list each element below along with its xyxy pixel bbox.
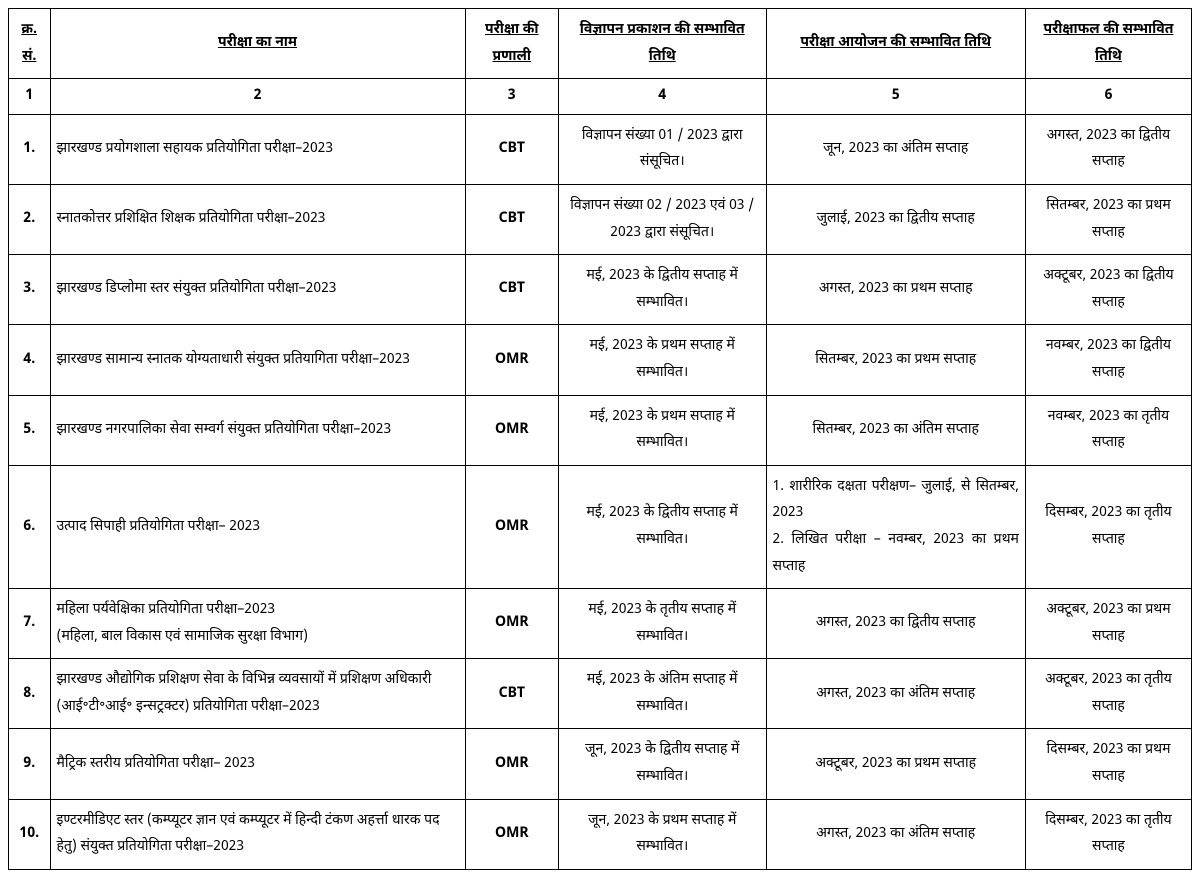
header-res: परीक्षाफल की सम्भावित तिथि (1025, 9, 1191, 79)
cell-sn: 9. (9, 729, 51, 799)
header-name: परीक्षा का नाम (50, 9, 465, 79)
cell-sn: 1. (9, 114, 51, 184)
cell-advertisement-date: जून, 2023 के प्रथम सप्ताह में सम्भावित। (558, 799, 766, 869)
cell-exam-date: सितम्बर, 2023 का अंतिम सप्ताह (766, 395, 1025, 465)
cell-exam-name: उत्पाद सिपाही प्रतियोगिता परीक्षा– 2023 (50, 465, 465, 588)
cell-exam-name: झारखण्ड प्रयोगशाला सहायक प्रतियोगिता परी… (50, 114, 465, 184)
cell-advertisement-date: जून, 2023 के द्वितीय सप्ताह में सम्भावित… (558, 729, 766, 799)
header-exam: परीक्षा आयोजन की सम्भावित तिथि (766, 9, 1025, 79)
table-row: 2.स्नातकोत्तर प्रशिक्षित शिक्षक प्रतियोग… (9, 184, 1192, 254)
header-mode: परीक्षा की प्रणाली (465, 9, 558, 79)
cell-exam-date: अगस्त, 2023 का अंतिम सप्ताह (766, 799, 1025, 869)
cell-exam-name: झारखण्ड नगरपालिका सेवा सम्वर्ग संयुक्त प… (50, 395, 465, 465)
cell-exam-name: मैट्रिक स्तरीय प्रतियोगिता परीक्षा– 2023 (50, 729, 465, 799)
cell-exam-name: झारखण्ड डिप्लोमा स्तर संयुक्त प्रतियोगित… (50, 255, 465, 325)
cell-exam-name: झारखण्ड औद्योगिक प्रशिक्षण सेवा के विभिन… (50, 659, 465, 729)
table-row: 7.महिला पर्यवेक्षिका प्रतियोगिता परीक्षा… (9, 589, 1192, 659)
exam-schedule-table: क्र. सं. परीक्षा का नाम परीक्षा की प्रणा… (8, 8, 1192, 870)
cell-sn: 3. (9, 255, 51, 325)
cell-mode: OMR (465, 589, 558, 659)
cell-result-date: नवम्बर, 2023 का द्वितीय सप्ताह (1025, 325, 1191, 395)
cell-exam-name: महिला पर्यवेक्षिका प्रतियोगिता परीक्षा–2… (50, 589, 465, 659)
cell-advertisement-date: मई, 2023 के अंतिम सप्ताह में सम्भावित। (558, 659, 766, 729)
cell-exam-name: इण्टरमीडिएट स्तर (कम्प्यूटर ज्ञान एवं कम… (50, 799, 465, 869)
cell-exam-date: जुलाई, 2023 का द्वितीय सप्ताह (766, 184, 1025, 254)
cell-exam-date: सितम्बर, 2023 का प्रथम सप्ताह (766, 325, 1025, 395)
cell-exam-date: 1. शारीरिक दक्षता परीक्षण– जुलाई, से सित… (766, 465, 1025, 588)
cell-mode: CBT (465, 184, 558, 254)
cell-mode: CBT (465, 255, 558, 325)
table-row: 4.झारखण्ड सामान्य स्नातक योग्यताधारी संय… (9, 325, 1192, 395)
cell-result-date: अगस्त, 2023 का द्वितीय सप्ताह (1025, 114, 1191, 184)
cell-sn: 5. (9, 395, 51, 465)
cell-result-date: दिसम्बर, 2023 का प्रथम सप्ताह (1025, 729, 1191, 799)
cell-mode: OMR (465, 729, 558, 799)
cell-exam-date: जून, 2023 का अंतिम सप्ताह (766, 114, 1025, 184)
cell-mode: CBT (465, 659, 558, 729)
table-row: 1.झारखण्ड प्रयोगशाला सहायक प्रतियोगिता प… (9, 114, 1192, 184)
table-row: 5.झारखण्ड नगरपालिका सेवा सम्वर्ग संयुक्त… (9, 395, 1192, 465)
cell-mode: OMR (465, 325, 558, 395)
colnum-3: 3 (465, 79, 558, 115)
cell-mode: OMR (465, 395, 558, 465)
cell-mode: OMR (465, 465, 558, 588)
cell-sn: 10. (9, 799, 51, 869)
cell-exam-date: अक्टूबर, 2023 का प्रथम सप्ताह (766, 729, 1025, 799)
table-row: 10.इण्टरमीडिएट स्तर (कम्प्यूटर ज्ञान एवं… (9, 799, 1192, 869)
table-row: 9.मैट्रिक स्तरीय प्रतियोगिता परीक्षा– 20… (9, 729, 1192, 799)
cell-mode: OMR (465, 799, 558, 869)
cell-sn: 4. (9, 325, 51, 395)
cell-result-date: अक्टूबर, 2023 का प्रथम सप्ताह (1025, 589, 1191, 659)
cell-exam-name: स्नातकोत्तर प्रशिक्षित शिक्षक प्रतियोगित… (50, 184, 465, 254)
cell-advertisement-date: मई, 2023 के द्वितीय सप्ताह में सम्भावित। (558, 255, 766, 325)
table-row: 6.उत्पाद सिपाही प्रतियोगिता परीक्षा– 202… (9, 465, 1192, 588)
cell-result-date: दिसम्बर, 2023 का तृतीय सप्ताह (1025, 799, 1191, 869)
colnum-6: 6 (1025, 79, 1191, 115)
cell-advertisement-date: मई, 2023 के प्रथम सप्ताह में सम्भावित। (558, 325, 766, 395)
cell-result-date: अक्टूबर, 2023 का द्वितीय सप्ताह (1025, 255, 1191, 325)
cell-sn: 7. (9, 589, 51, 659)
cell-result-date: अक्टूबर, 2023 का तृतीय सप्ताह (1025, 659, 1191, 729)
header-ad: विज्ञापन प्रकाशन की सम्भावित तिथि (558, 9, 766, 79)
column-number-row: 1 2 3 4 5 6 (9, 79, 1192, 115)
cell-exam-date: अगस्त, 2023 का अंतिम सप्ताह (766, 659, 1025, 729)
cell-advertisement-date: विज्ञापन संख्या 01 / 2023 द्वारा संसूचित… (558, 114, 766, 184)
cell-sn: 8. (9, 659, 51, 729)
colnum-5: 5 (766, 79, 1025, 115)
cell-advertisement-date: मई, 2023 के प्रथम सप्ताह में सम्भावित। (558, 395, 766, 465)
cell-result-date: नवम्बर, 2023 का तृतीय सप्ताह (1025, 395, 1191, 465)
colnum-1: 1 (9, 79, 51, 115)
cell-advertisement-date: मई, 2023 के द्वितीय सप्ताह में सम्भावित। (558, 465, 766, 588)
cell-advertisement-date: विज्ञापन संख्या 02 / 2023 एवं 03 / 2023 … (558, 184, 766, 254)
cell-sn: 6. (9, 465, 51, 588)
cell-result-date: दिसम्बर, 2023 का तृतीय सप्ताह (1025, 465, 1191, 588)
cell-exam-date: अगस्त, 2023 का द्वितीय सप्ताह (766, 589, 1025, 659)
cell-sn: 2. (9, 184, 51, 254)
cell-result-date: सितम्बर, 2023 का प्रथम सप्ताह (1025, 184, 1191, 254)
cell-exam-name: झारखण्ड सामान्य स्नातक योग्यताधारी संयुक… (50, 325, 465, 395)
cell-mode: CBT (465, 114, 558, 184)
colnum-2: 2 (50, 79, 465, 115)
cell-advertisement-date: मई, 2023 के तृतीय सप्ताह में सम्भावित। (558, 589, 766, 659)
table-header-row: क्र. सं. परीक्षा का नाम परीक्षा की प्रणा… (9, 9, 1192, 79)
table-row: 8.झारखण्ड औद्योगिक प्रशिक्षण सेवा के विभ… (9, 659, 1192, 729)
colnum-4: 4 (558, 79, 766, 115)
header-sn: क्र. सं. (9, 9, 51, 79)
table-row: 3.झारखण्ड डिप्लोमा स्तर संयुक्त प्रतियोग… (9, 255, 1192, 325)
cell-exam-date: अगस्त, 2023 का प्रथम सप्ताह (766, 255, 1025, 325)
table-body: 1.झारखण्ड प्रयोगशाला सहायक प्रतियोगिता प… (9, 114, 1192, 869)
